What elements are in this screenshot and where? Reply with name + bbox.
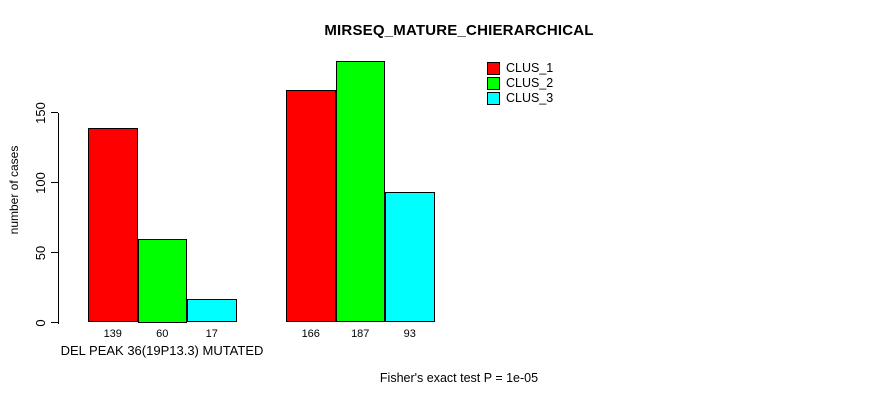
y-tick-mark: [51, 182, 58, 183]
legend-item-clus_2: CLUS_2: [487, 77, 553, 90]
bar-clus_2-group1: [137, 238, 187, 323]
bar-clus_3-group2: [385, 192, 435, 323]
y-tick-label: 0: [33, 318, 48, 327]
y-tick-label: 150: [33, 101, 48, 124]
x-axis-label: DEL PEAK 36(19P13.3) MUTATED: [60, 343, 264, 358]
bar-value-label: 166: [301, 328, 320, 340]
y-tick-mark: [51, 112, 58, 113]
legend-swatch-icon: [487, 92, 500, 105]
y-tick-label: 100: [33, 171, 48, 194]
y-tick-mark: [51, 252, 58, 253]
y-tick-mark: [51, 322, 58, 323]
legend-item-clus_1: CLUS_1: [487, 62, 553, 75]
bar-value-label: 93: [403, 328, 416, 340]
y-axis-line: [58, 112, 59, 324]
chart-title: MIRSEQ_MATURE_CHIERARCHICAL: [324, 22, 594, 39]
bar-value-label: 17: [205, 328, 218, 340]
bar-value-label: 60: [156, 328, 169, 340]
bar-clus_1-group1: [88, 127, 138, 323]
bar-clus_1-group2: [286, 90, 336, 323]
bar-clus_3-group1: [187, 298, 237, 323]
legend-label: CLUS_2: [506, 76, 554, 90]
legend-item-clus_3: CLUS_3: [487, 92, 553, 105]
bar-value-label: 139: [103, 328, 122, 340]
bar-clus_2-group2: [335, 60, 385, 323]
bar-value-label: 187: [351, 328, 370, 340]
legend: CLUS_1 CLUS_2 CLUS_3: [487, 62, 553, 107]
legend-label: CLUS_3: [506, 91, 554, 105]
y-axis-label: number of cases: [7, 145, 21, 235]
legend-swatch-icon: [487, 77, 500, 90]
footer-text: Fisher's exact test P = 1e-05: [379, 371, 539, 385]
y-tick-label: 50: [33, 245, 48, 260]
legend-label: CLUS_1: [506, 61, 554, 75]
legend-swatch-icon: [487, 62, 500, 75]
